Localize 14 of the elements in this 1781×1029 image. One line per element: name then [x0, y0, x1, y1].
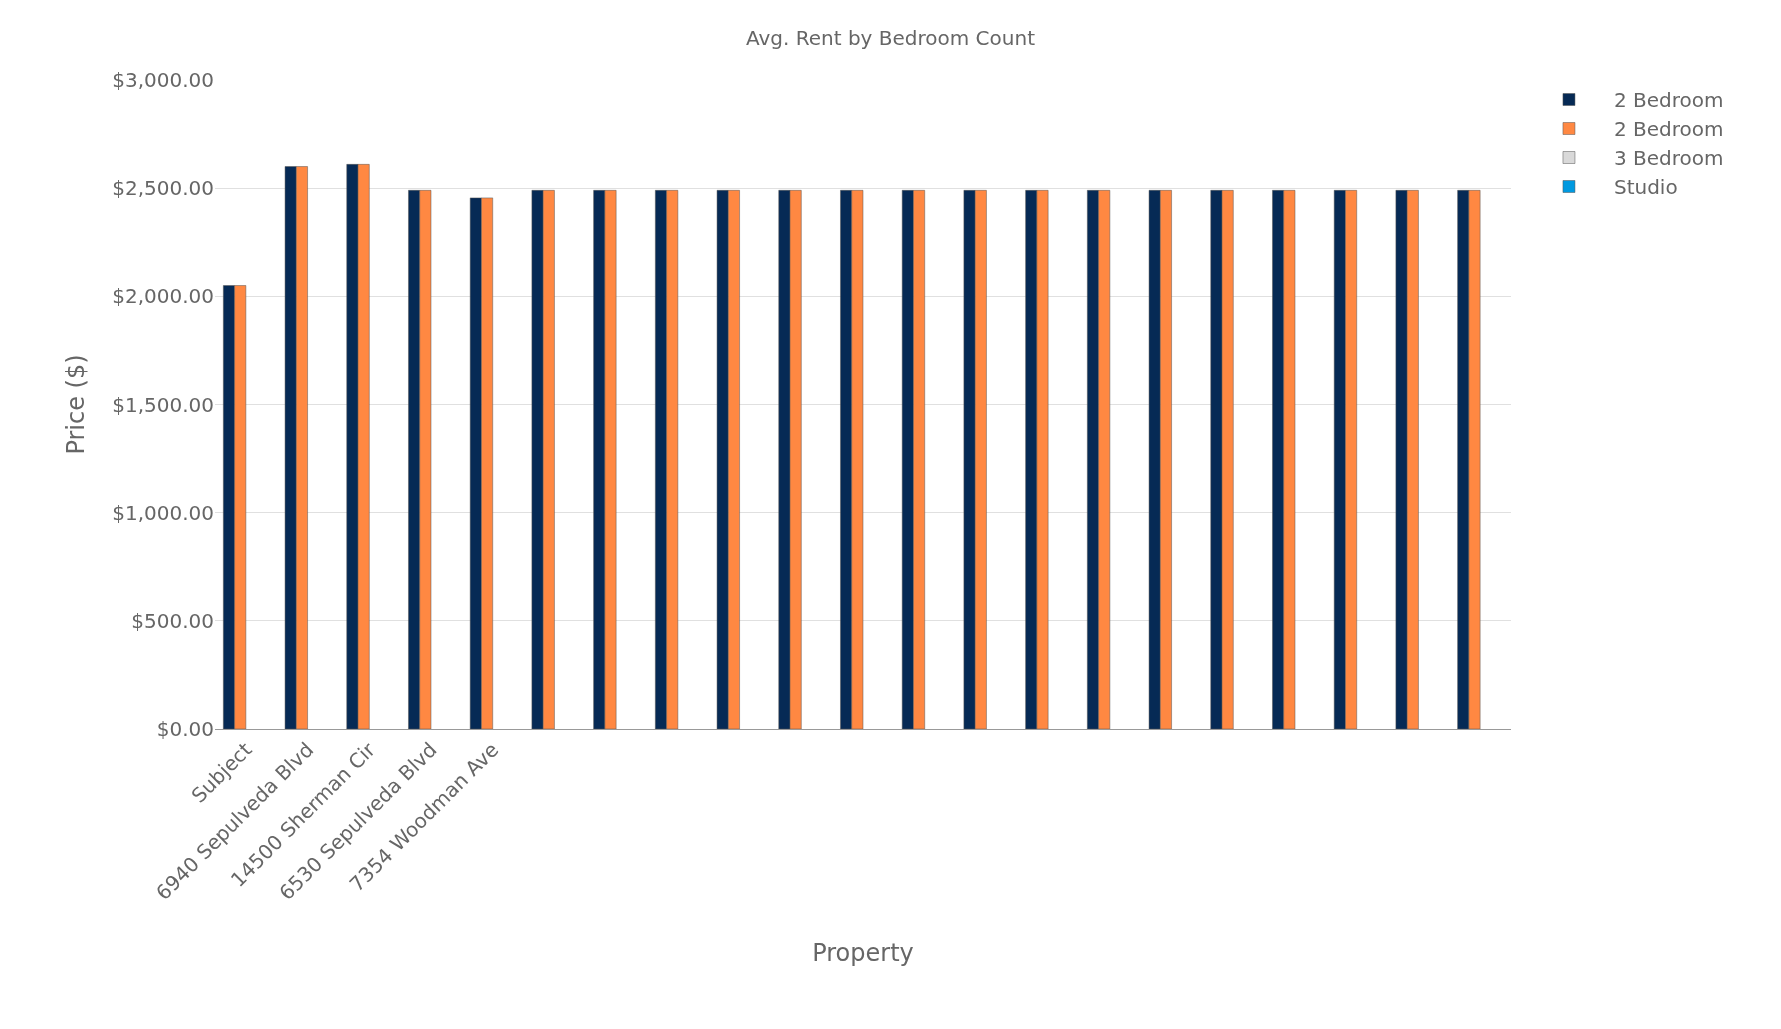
y-tick-label: $1,500.00	[112, 392, 214, 417]
x-axis-title: Property	[812, 939, 914, 968]
y-tick-label: $1,000.00	[112, 500, 214, 525]
legend-label: 2 Bedroom	[1613, 88, 1724, 113]
y-tick-label: $0.00	[156, 717, 214, 741]
y-tick-label: $2,500.00	[112, 176, 214, 201]
y-axis-title: Price ($)	[62, 354, 91, 455]
legend-label: 2 Bedroom	[1613, 117, 1724, 142]
y-tick-label: $3,000.00	[112, 68, 214, 92]
legend-label: Studio	[1613, 175, 1678, 200]
legend-label: 3 Bedroom	[1613, 146, 1724, 171]
y-tick-label: $500.00	[131, 608, 214, 633]
chart-title: Avg. Rent by Bedroom Count	[745, 25, 1036, 50]
y-tick-label: $2,000.00	[112, 284, 214, 309]
